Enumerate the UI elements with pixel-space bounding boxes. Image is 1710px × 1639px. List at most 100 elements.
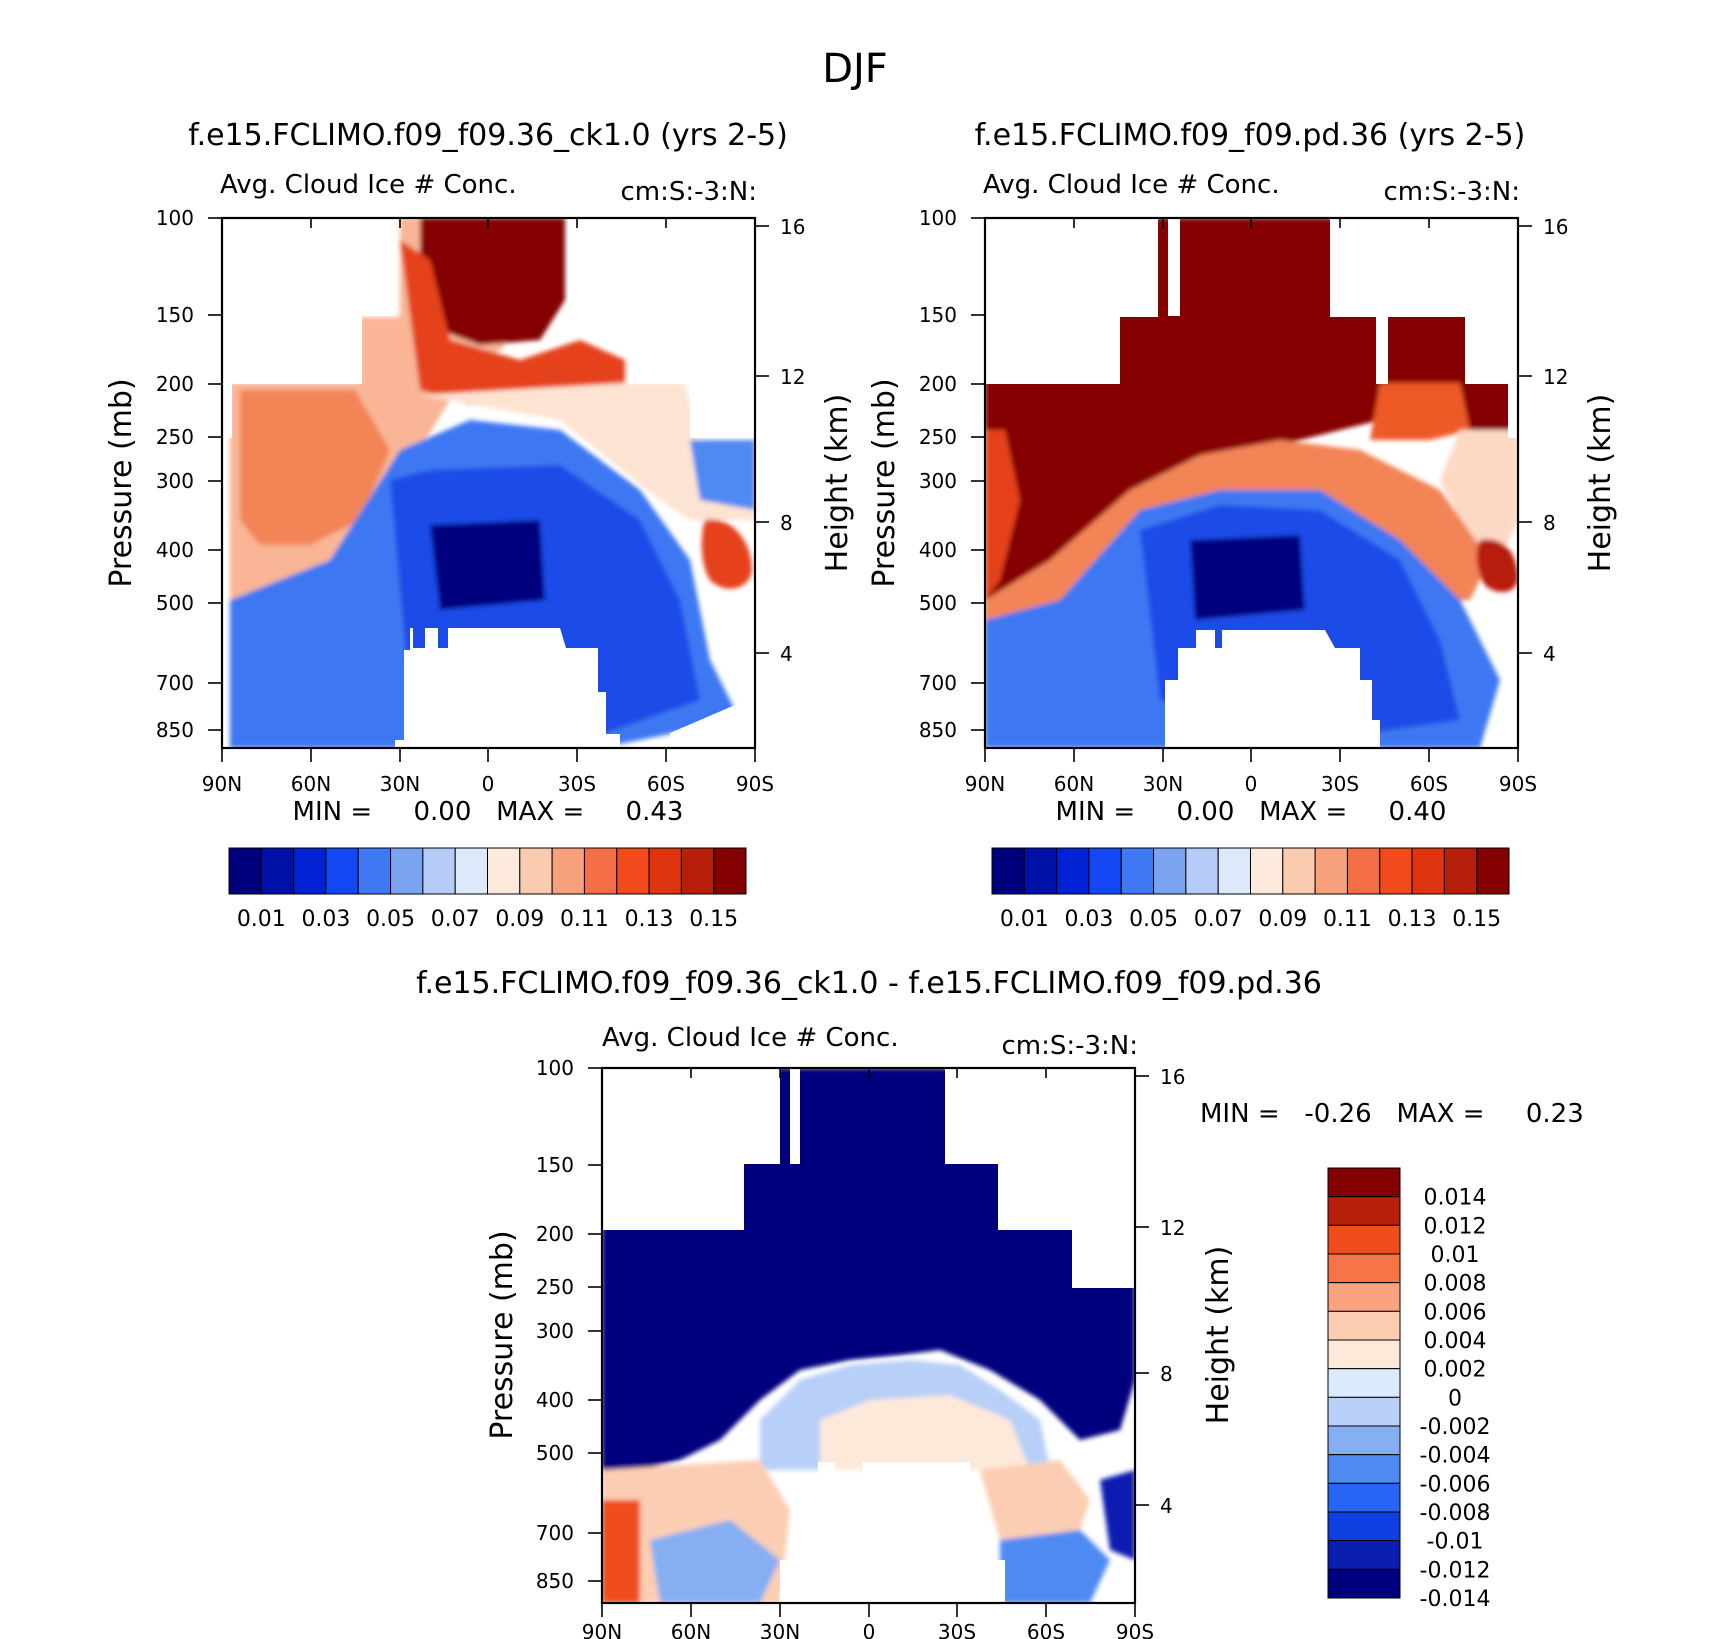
x-tick-label: 30N <box>380 772 420 796</box>
y-right-tick-label: 12 <box>1543 365 1568 389</box>
y-tick-label: 250 <box>536 1275 574 1299</box>
figure-title: DJF <box>822 46 888 92</box>
y-right-tick-label: 8 <box>1543 511 1556 535</box>
colorbar-label: 0.01 <box>237 907 286 932</box>
y-right-tick-label: 4 <box>780 642 793 666</box>
field-sh-lower-blue <box>1000 1530 1110 1603</box>
y-tick-label: 850 <box>919 718 957 742</box>
colorbar-swatch <box>1443 847 1478 895</box>
x-tick-label: 30S <box>938 1620 976 1639</box>
colorbar-swatch <box>1327 1224 1401 1255</box>
colorbar-swatch <box>1250 847 1284 895</box>
field-nh-orange <box>240 390 390 545</box>
colorbar-abs-2: 0.01 0.03 0.05 0.07 0.09 0.11 0.13 0.15 <box>991 847 1510 932</box>
colorbar-label: -0.012 <box>1420 1558 1491 1583</box>
field-nh-orange-edge <box>985 430 1020 600</box>
y-tick-label: 250 <box>156 425 194 449</box>
colorbar-swatch <box>1327 1568 1401 1599</box>
x-tick-label: 90N <box>582 1620 622 1639</box>
colorbar-swatch <box>1282 847 1316 895</box>
colorbar-swatch <box>583 847 618 895</box>
y-right-axis-title: Height (km) <box>1201 1246 1236 1425</box>
colorbar-swatch <box>1327 1196 1401 1226</box>
y-axis-title: Pressure (mb) <box>485 1230 520 1439</box>
x-tick-label: 0 <box>482 772 495 796</box>
colorbar-label: 0.07 <box>431 907 480 932</box>
min-max-label: MIN = 0.00 MAX = 0.40 <box>1056 797 1447 827</box>
colorbar-label: 0.13 <box>625 907 674 932</box>
variable-label: Avg. Cloud Ice # Conc. <box>220 170 517 200</box>
colorbar-label: 0.03 <box>301 907 350 932</box>
x-axis: 90N 60N 30N 0 30S 60S 90S <box>965 218 1537 796</box>
y-tick-label: 300 <box>536 1319 574 1343</box>
colorbar-label: 0.014 <box>1424 1186 1487 1211</box>
colorbar-swatch <box>1327 1282 1401 1312</box>
y-tick-label: 400 <box>536 1388 574 1412</box>
colorbar-swatch <box>1327 1511 1401 1542</box>
colorbar-label: 0.11 <box>1323 907 1372 932</box>
y-right-tick-label: 16 <box>1160 1065 1185 1089</box>
x-tick-label: 90S <box>736 772 774 796</box>
colorbar-swatch <box>1056 847 1090 895</box>
y-tick-label: 200 <box>919 372 957 396</box>
y-axis-right: 16 12 8 4 Height (km) <box>755 215 855 666</box>
mask <box>602 1068 1135 1603</box>
x-tick-label: 30N <box>760 1620 800 1639</box>
colorbar-label: -0.014 <box>1420 1587 1491 1612</box>
colorbar-swatch <box>487 847 521 895</box>
colorbar-swatch <box>390 847 424 895</box>
colorbar-label: 0 <box>1448 1386 1462 1411</box>
x-tick-label: 30N <box>1143 772 1183 796</box>
colorbar-label: 0.07 <box>1194 907 1243 932</box>
y-tick-label: 850 <box>156 718 194 742</box>
y-axis-right: 16 12 8 4 Height (km) <box>1135 1065 1236 1518</box>
units-label: cm:S:-3:N: <box>1383 177 1520 207</box>
colorbar-swatch <box>1327 1396 1401 1427</box>
y-tick-label: 700 <box>919 671 957 695</box>
colorbar-label: 0.13 <box>1388 907 1437 932</box>
x-tick-label: 60N <box>671 1620 711 1639</box>
y-tick-label: 150 <box>156 303 194 327</box>
colorbar-label: 0.11 <box>560 907 609 932</box>
y-tick-label: 100 <box>536 1056 574 1080</box>
colorbar-swatch <box>1379 847 1413 895</box>
field-lower-red-edge <box>602 1500 640 1603</box>
colorbar-swatch <box>1314 847 1348 895</box>
colorbar-label: 0.002 <box>1424 1358 1487 1383</box>
x-tick-label: 0 <box>863 1620 876 1639</box>
y-right-tick-label: 8 <box>1160 1362 1173 1386</box>
y-tick-label: 200 <box>536 1222 574 1246</box>
colorbar-swatch <box>1476 847 1510 895</box>
y-right-axis-title: Height (km) <box>1583 394 1618 573</box>
y-tick-label: 700 <box>536 1521 574 1545</box>
x-tick-label: 0 <box>1245 772 1258 796</box>
field-tropical-orange <box>400 240 625 405</box>
panel-difference: f.e15.FCLIMO.f09_f09.36_ck1.0 - f.e15.FC… <box>416 966 1584 1639</box>
field-mid-peach <box>820 1395 1030 1470</box>
y-axis-left: 100 150 200 250 300 400 500 700 850 Pres… <box>867 206 985 742</box>
colorbar-swatch <box>1327 1167 1401 1198</box>
x-tick-label: 90N <box>965 772 1005 796</box>
field-sh-peach <box>1440 430 1518 560</box>
panel-title: f.e15.FCLIMO.f09_f09.36_ck1.0 - f.e15.FC… <box>416 966 1322 1001</box>
colorbar-label: 0.09 <box>495 907 544 932</box>
x-tick-label: 90S <box>1116 1620 1154 1639</box>
x-tick-label: 90S <box>1499 772 1537 796</box>
colorbar-abs-1: 0.01 0.03 0.05 0.07 0.09 0.11 0.13 0.15 <box>228 847 747 932</box>
min-max-label: MIN = 0.00 MAX = 0.43 <box>293 797 684 827</box>
colorbar-swatch <box>551 847 585 895</box>
x-tick-label: 30S <box>1321 772 1359 796</box>
y-tick-label: 150 <box>536 1153 574 1177</box>
colorbar-swatch <box>422 847 456 895</box>
field-sh-lowblue <box>690 440 755 510</box>
y-right-tick-label: 8 <box>780 511 793 535</box>
colorbar-label: 0.01 <box>1431 1243 1480 1268</box>
colorbar-label: 0.09 <box>1258 907 1307 932</box>
y-right-tick-label: 4 <box>1160 1494 1173 1518</box>
y-right-tick-label: 16 <box>1543 215 1568 239</box>
colorbar-diff: 0.014 0.012 0.01 0.008 0.006 0.004 0.002 0 -0.00… <box>1327 1167 1491 1612</box>
y-tick-label: 250 <box>919 425 957 449</box>
x-tick-label: 60S <box>1027 1620 1065 1639</box>
colorbar-swatch <box>519 847 553 895</box>
